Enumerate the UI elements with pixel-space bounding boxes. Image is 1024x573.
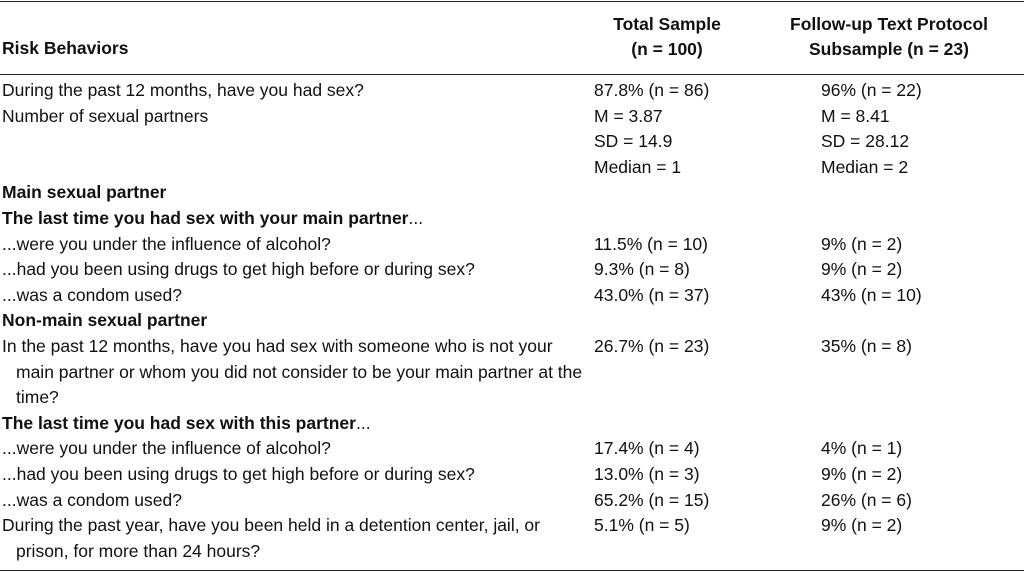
table-row: During the past 12 months, have you had … [0, 78, 1024, 104]
follow-value: 96% (n = 22) [821, 80, 922, 100]
header-follow-line1: Follow-up Text Protocol [790, 14, 988, 34]
header-follow-line2: Subsample (n = 23) [809, 39, 969, 59]
subsection-row: The last time you had sex with your main… [0, 206, 1024, 232]
bottom-rule [0, 570, 1024, 571]
table-header: Risk Behaviors Total Sample (n = 100) Fo… [0, 0, 1024, 74]
subsection-nonmain-text: The last time you had sex with this part… [2, 412, 356, 433]
header-rule [0, 74, 1024, 75]
top-rule [0, 1, 1024, 2]
header-follow-up-subsample: Follow-up Text Protocol Subsample (n = 2… [776, 12, 1002, 62]
follow-value: 9% (n = 2) [821, 515, 903, 536]
total-value: 65.2% (n = 15) [594, 489, 710, 510]
table-row: ...had you been using drugs to get high … [0, 462, 1024, 488]
row-label: Number of sexual partners [2, 105, 209, 126]
total-value: 26.7% (n = 23) [594, 335, 710, 356]
follow-value: 26% (n = 6) [821, 489, 912, 510]
total-value: 17.4% (n = 4) [594, 438, 700, 459]
total-value: 9.3% (n = 8) [594, 259, 690, 280]
section-row: Non-main sexual partner [0, 308, 1024, 334]
header-total-line1: Total Sample [613, 14, 721, 34]
follow-value: 4% (n = 1) [821, 438, 903, 459]
follow-mean: M = 8.41 [821, 105, 890, 126]
follow-value: 35% (n = 8) [821, 335, 912, 356]
row-label: In the past 12 months, have you had sex … [2, 335, 583, 408]
follow-value: 9% (n = 2) [821, 233, 903, 254]
row-label: ...had you been using drugs to get high … [2, 463, 475, 484]
total-value: 87.8% (n = 86) [594, 80, 710, 100]
header-risk-behaviors: Risk Behaviors [2, 38, 129, 58]
section-row: Main sexual partner [0, 180, 1024, 206]
follow-value: 9% (n = 2) [821, 463, 903, 484]
section-heading-main: Main sexual partner [2, 182, 167, 203]
row-label: ...had you been using drugs to get high … [2, 259, 475, 280]
follow-value-stack: M = 8.41 SD = 28.12 Median = 2 [821, 104, 1024, 181]
total-value: 5.1% (n = 5) [594, 515, 690, 536]
total-median: Median = 1 [594, 156, 682, 177]
table-row: ...were you under the influence of alcoh… [0, 232, 1024, 258]
ellipsis: ... [408, 207, 424, 228]
subsection-row: The last time you had sex with this part… [0, 411, 1024, 437]
total-value-stack: M = 3.87 SD = 14.9 Median = 1 [592, 104, 821, 181]
follow-value: 9% (n = 2) [821, 259, 903, 280]
table-row: Number of sexual partners M = 3.87 SD = … [0, 104, 1024, 181]
total-mean: M = 3.87 [594, 105, 663, 126]
header-total-line2: (n = 100) [631, 39, 703, 59]
row-label: ...were you under the influence of alcoh… [2, 438, 331, 459]
subsection-main-text: The last time you had sex with your main… [2, 207, 409, 228]
total-value: 13.0% (n = 3) [594, 463, 700, 484]
table-row: ...were you under the influence of alcoh… [0, 436, 1024, 462]
subsection-heading-main: The last time you had sex with your main… [0, 206, 592, 232]
total-sd: SD = 14.9 [594, 131, 673, 152]
header-total-sample: Total Sample (n = 100) [590, 12, 744, 62]
row-label: During the past year, have you been held… [2, 515, 540, 561]
follow-sd: SD = 28.12 [821, 131, 910, 152]
table-row: In the past 12 months, have you had sex … [0, 334, 1024, 411]
section-heading-nonmain: Non-main sexual partner [2, 310, 208, 331]
table-row: ...had you been using drugs to get high … [0, 257, 1024, 283]
follow-median: Median = 2 [821, 156, 909, 177]
total-value: 43.0% (n = 37) [594, 284, 710, 305]
total-value: 11.5% (n = 10) [594, 233, 708, 254]
table-row: ...was a condom used? 65.2% (n = 15) 26%… [0, 488, 1024, 514]
ellipsis: ... [355, 412, 371, 433]
subsection-heading-nonmain: The last time you had sex with this part… [0, 411, 592, 437]
table-body: During the past 12 months, have you had … [0, 78, 1024, 564]
row-label: During the past 12 months, have you had … [2, 80, 364, 100]
follow-value: 43% (n = 10) [821, 284, 922, 305]
row-label: ...was a condom used? [2, 489, 182, 510]
row-label: ...were you under the influence of alcoh… [2, 233, 331, 254]
table-row: During the past year, have you been held… [0, 513, 1024, 564]
table-row: ...was a condom used? 43.0% (n = 37) 43%… [0, 283, 1024, 309]
row-label: ...was a condom used? [2, 284, 182, 305]
